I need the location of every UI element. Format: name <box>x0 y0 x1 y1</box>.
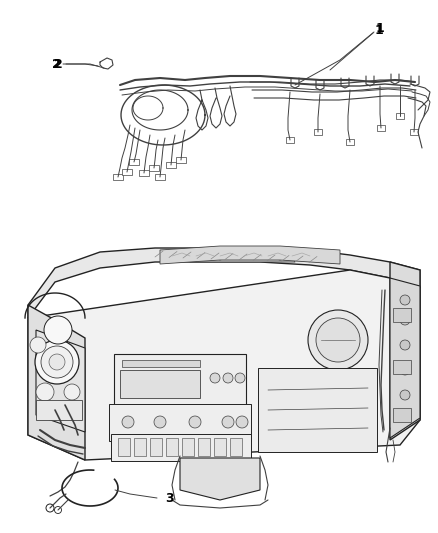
Bar <box>176 157 186 163</box>
Circle shape <box>49 354 65 370</box>
Bar <box>214 438 226 456</box>
Circle shape <box>36 383 54 401</box>
Bar <box>118 438 130 456</box>
Bar <box>230 438 242 456</box>
Circle shape <box>256 250 264 258</box>
Circle shape <box>44 316 72 344</box>
Bar <box>410 129 418 135</box>
Circle shape <box>154 416 166 428</box>
Bar <box>393 360 411 374</box>
Circle shape <box>400 410 410 420</box>
FancyBboxPatch shape <box>258 368 377 452</box>
Circle shape <box>276 252 284 260</box>
Text: 1: 1 <box>376 21 385 35</box>
Bar <box>346 139 354 145</box>
Polygon shape <box>390 278 420 438</box>
Bar <box>36 400 82 420</box>
Bar <box>155 174 165 180</box>
Text: 2: 2 <box>54 58 63 70</box>
Bar <box>122 169 132 175</box>
Circle shape <box>222 416 234 428</box>
Bar <box>396 113 404 119</box>
Bar <box>198 438 210 456</box>
Bar <box>182 438 194 456</box>
Polygon shape <box>190 250 295 262</box>
Circle shape <box>235 373 245 383</box>
Circle shape <box>316 318 360 362</box>
Circle shape <box>210 373 220 383</box>
Bar <box>120 370 200 398</box>
Polygon shape <box>36 330 85 432</box>
Circle shape <box>236 250 244 258</box>
Bar <box>150 438 162 456</box>
Bar <box>286 137 294 143</box>
Circle shape <box>30 337 46 353</box>
Circle shape <box>46 504 54 512</box>
Polygon shape <box>28 305 85 460</box>
Circle shape <box>400 295 410 305</box>
Circle shape <box>223 373 233 383</box>
Bar <box>113 174 123 180</box>
Circle shape <box>400 340 410 350</box>
Circle shape <box>236 416 248 428</box>
Bar <box>166 162 176 168</box>
Bar <box>393 408 411 422</box>
FancyBboxPatch shape <box>114 354 246 411</box>
Polygon shape <box>160 246 340 264</box>
Circle shape <box>216 252 224 260</box>
Circle shape <box>54 506 61 513</box>
Polygon shape <box>180 458 260 500</box>
Text: 3: 3 <box>165 491 173 505</box>
Circle shape <box>400 315 410 325</box>
Circle shape <box>400 365 410 375</box>
Circle shape <box>400 390 410 400</box>
Bar <box>134 438 146 456</box>
Circle shape <box>189 416 201 428</box>
Circle shape <box>41 346 73 378</box>
Polygon shape <box>390 262 420 440</box>
Bar <box>149 165 159 171</box>
FancyBboxPatch shape <box>111 434 251 461</box>
Bar <box>129 159 139 165</box>
Bar <box>166 438 178 456</box>
Text: 1: 1 <box>375 23 384 36</box>
Bar <box>122 360 200 367</box>
Polygon shape <box>28 270 420 460</box>
Polygon shape <box>28 248 420 318</box>
Circle shape <box>308 310 368 370</box>
Circle shape <box>122 416 134 428</box>
Bar <box>377 125 385 131</box>
Bar <box>139 170 149 176</box>
Circle shape <box>64 384 80 400</box>
Text: 2: 2 <box>52 58 61 70</box>
Bar <box>393 308 411 322</box>
FancyBboxPatch shape <box>109 404 251 441</box>
Bar <box>314 129 322 135</box>
Circle shape <box>35 340 79 384</box>
